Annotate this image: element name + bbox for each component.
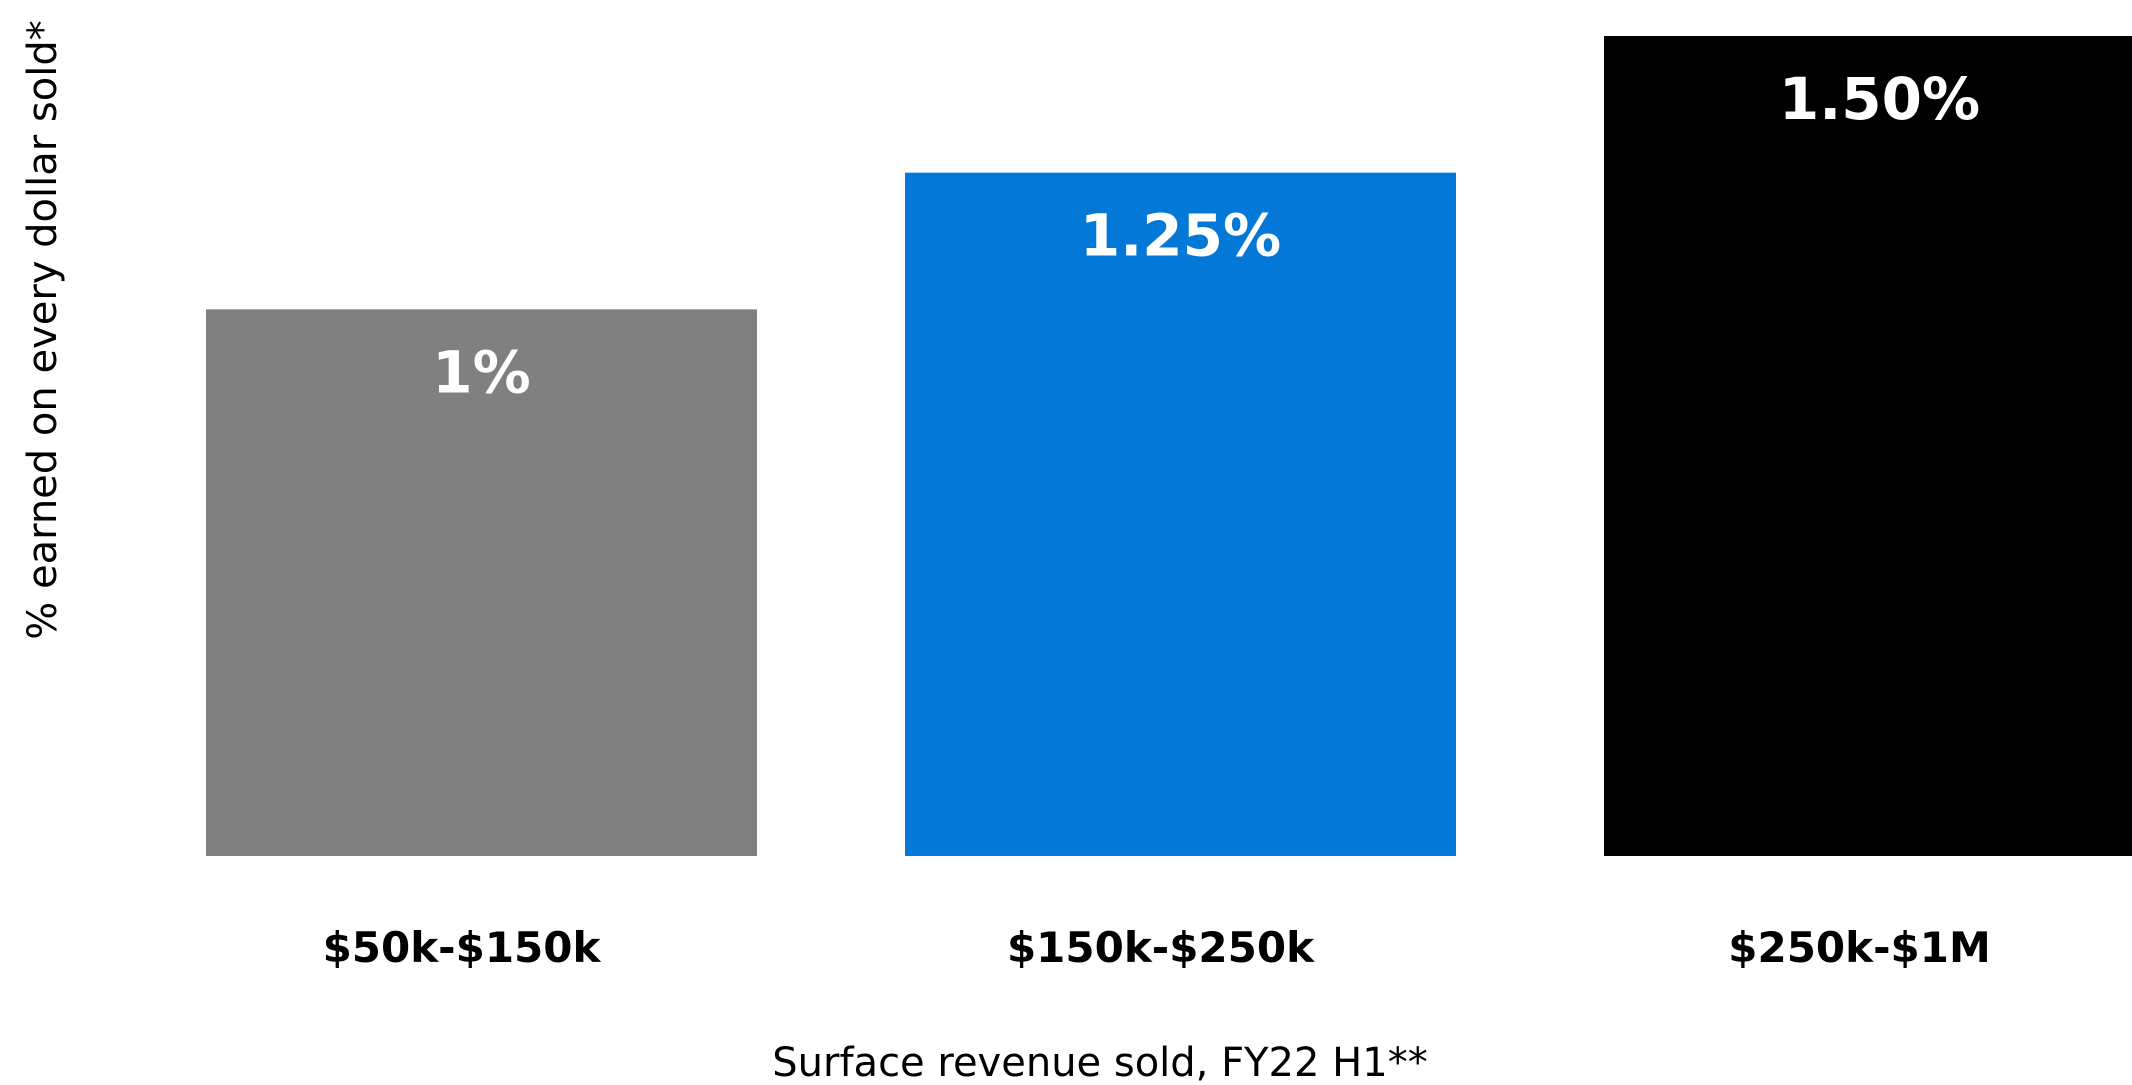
- bar-2: [905, 172, 1456, 856]
- bar-3: [1604, 36, 2132, 856]
- bar-1: [206, 309, 757, 856]
- data-label-1: 1%: [432, 338, 530, 406]
- x-tick-label-3: $250k-$1M: [1728, 923, 1991, 972]
- x-axis-label: Surface revenue sold, FY22 H1**: [772, 1040, 1427, 1085]
- x-tick-label-1: $50k-$150k: [323, 923, 602, 972]
- y-axis-label: % earned on every dollar sold*: [20, 20, 66, 640]
- x-tick-label-2: $150k-$250k: [1007, 923, 1315, 972]
- plot-area: 1% $50k-$150k 1.25% $150k-$250k 1.50% $250k-$…: [206, 36, 2132, 972]
- data-label-3: 1.50%: [1779, 65, 1980, 133]
- data-label-2: 1.25%: [1080, 202, 1281, 270]
